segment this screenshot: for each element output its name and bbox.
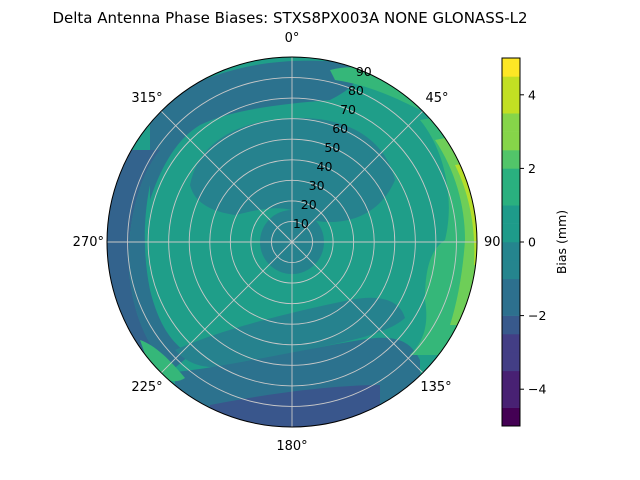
- colorbar-tick-label: 0: [528, 235, 536, 250]
- angle-tick-225: 225°: [131, 380, 162, 395]
- radial-tick-label: 30: [309, 178, 325, 193]
- angular-ticks: 0° 45° 90° 135° 180° 225° 270° 315°: [73, 31, 507, 454]
- colorbar-band: [502, 94, 520, 114]
- colorbar-band: [502, 389, 520, 408]
- angle-tick-315: 315°: [131, 91, 162, 106]
- colorbar-band: [502, 334, 520, 353]
- colorbar-band: [502, 278, 520, 298]
- colorbar-band: [502, 370, 520, 390]
- colorbar-tick-label: 4: [528, 87, 536, 102]
- colorbar-band: [502, 150, 520, 169]
- southwest-patch: [140, 340, 185, 382]
- north-outer-region: [150, 60, 358, 200]
- east-rim-region: [455, 160, 477, 265]
- colorbar: −4 −2 0 2 4 Bias (mm): [501, 57, 569, 427]
- chart-title: Delta Antenna Phase Biases: STXS8PX003A …: [52, 9, 527, 27]
- colorbar-band: [502, 76, 520, 96]
- colorbar-tick-label: −2: [528, 308, 546, 323]
- angle-tick-45: 45°: [425, 91, 448, 106]
- colorbar-band: [502, 352, 520, 372]
- colorbar-label: Bias (mm): [554, 210, 569, 274]
- angle-tick-180: 180°: [276, 439, 307, 454]
- radial-tick-label: 80: [348, 83, 364, 98]
- radial-ticks: 10 20 30 40 50 60 70 80 90: [293, 64, 372, 231]
- polar-frame: [106, 56, 478, 428]
- grid-spoke: [160, 110, 293, 243]
- grid-spoke: [160, 241, 293, 374]
- colorbar-band: [502, 315, 520, 335]
- colorbar-band: [502, 58, 520, 77]
- radial-tick-label: 10: [293, 216, 309, 231]
- grid-spoke: [291, 241, 424, 374]
- radial-tick-label: 50: [324, 140, 340, 155]
- west-mid-region: [128, 150, 190, 372]
- angle-tick-135: 135°: [420, 380, 451, 395]
- colorbar-band: [502, 113, 520, 132]
- colorbar-band: [502, 223, 520, 243]
- radial-tick-label: 70: [340, 102, 356, 117]
- radial-tick-label: 40: [317, 159, 333, 174]
- radial-tick-label: 20: [301, 197, 317, 212]
- grid-spoke: [291, 110, 424, 243]
- radial-tick-label: 60: [332, 121, 348, 136]
- polar-grid: [107, 57, 477, 427]
- colorbar-band: [502, 205, 520, 224]
- angle-tick-270: 270°: [73, 235, 104, 250]
- colorbar-band: [502, 242, 520, 261]
- radial-tick-label: 90: [356, 64, 372, 79]
- colorbar-band: [502, 186, 520, 206]
- colorbar-tick-label: 2: [528, 161, 536, 176]
- north-mid-region: [190, 118, 395, 222]
- colorbar-band: [502, 297, 520, 316]
- northeast-light: [330, 67, 420, 110]
- angle-tick-0: 0°: [285, 31, 300, 46]
- colorbar-band: [502, 131, 520, 151]
- colorbar-band: [502, 260, 520, 280]
- colorbar-tick-label: −4: [528, 382, 546, 397]
- colorbar-band: [502, 168, 520, 188]
- angle-tick-90: 90°: [484, 235, 507, 250]
- colorbar-band: [502, 407, 520, 427]
